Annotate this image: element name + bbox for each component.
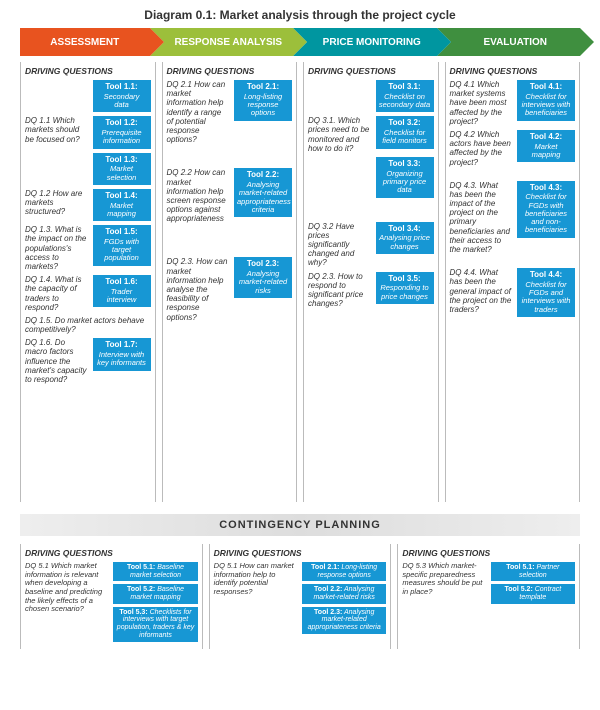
dq-text: DQ 3.1. Which prices need to be monitore… xyxy=(308,116,372,153)
tool-box: Tool 2.2:Analysing market-related approp… xyxy=(234,168,292,217)
diagram-title: Diagram 0.1: Market analysis through the… xyxy=(0,0,600,28)
dq-text: DQ 2.1 How can market information help i… xyxy=(167,80,231,144)
dq-text: DQ 1.4. What is the capacity of traders … xyxy=(25,275,89,312)
tool-box: Tool 1.5:FGDs with target population xyxy=(93,225,151,266)
dq-text: DQ 2.3. How can market information help … xyxy=(167,257,231,321)
tool-box: Tool 2.1:Long-listing response options xyxy=(234,80,292,121)
dq-text: DQ 1.5. Do market actors behave competit… xyxy=(25,316,151,334)
tool-box: Tool 5.2: Contract template xyxy=(491,584,575,603)
dq-header: DRIVING QUESTIONS xyxy=(167,66,293,76)
dq-header: DRIVING QUESTIONS xyxy=(308,66,434,76)
dq-header: DRIVING QUESTIONS xyxy=(214,548,387,558)
tool-box: Tool 3.3:Organizing primary price data xyxy=(376,157,434,198)
tool-box: Tool 1.3:Market selection xyxy=(93,153,151,185)
phase-evaluation: EVALUATION xyxy=(437,28,581,56)
tool-box: Tool 3.5:Responding to price changes xyxy=(376,272,434,304)
dq-text: DQ 1.3. What is the impact on the popula… xyxy=(25,225,89,271)
phase-response: RESPONSE ANALYSIS xyxy=(150,28,294,56)
tool-box: Tool 1.6:Trader interview xyxy=(93,275,151,307)
dq-text: DQ 4.3. What has been the impact of the … xyxy=(450,181,514,255)
tool-box: Tool 1.4:Market mapping xyxy=(93,189,151,221)
dq-text: DQ 1.1 Which markets should be focused o… xyxy=(25,116,89,144)
dq-text: DQ 2.3. How to respond to significant pr… xyxy=(308,272,372,309)
dq-text: DQ 3.2 Have prices significantly changed… xyxy=(308,222,372,268)
tool-box: Tool 2.3:Analysing market-related risks xyxy=(234,257,292,298)
tool-box: Tool 2.3: Analysing market-related appro… xyxy=(302,607,386,634)
tool-box: Tool 4.2:Market mapping xyxy=(517,130,575,162)
phase-arrows: ASSESSMENT RESPONSE ANALYSIS PRICE MONIT… xyxy=(0,28,600,56)
tool-box: Tool 2.2: Analysing market-related risks xyxy=(302,584,386,603)
dq-text: DQ 5.1 How can market information help t… xyxy=(214,562,298,597)
phase-price: PRICE MONITORING xyxy=(293,28,437,56)
tool-box: Tool 3.1:Checklist on secondary data xyxy=(376,80,434,112)
tool-box: Tool 2.1: Long-listing response options xyxy=(302,562,386,581)
tool-box: Tool 5.1: Partner selection xyxy=(491,562,575,581)
phase-assessment: ASSESSMENT xyxy=(20,28,150,56)
dq-text: DQ 1.2 How are markets structured? xyxy=(25,189,89,217)
tool-box: Tool 3.4:Analysing price changes xyxy=(376,222,434,254)
tool-box: Tool 1.7:Interview with key informants xyxy=(93,338,151,370)
tool-box: Tool 5.2: Baseline market mapping xyxy=(113,584,197,603)
dq-text: DQ 4.2 Which actors have been affected b… xyxy=(450,130,514,167)
dq-header: DRIVING QUESTIONS xyxy=(402,548,575,558)
col-price: DRIVING QUESTIONS Tool 3.1:Checklist on … xyxy=(303,62,439,502)
tool-box: Tool 3.2:Checklist for field monitors xyxy=(376,116,434,148)
dq-text: DQ 1.6. Do macro factors influence the m… xyxy=(25,338,89,384)
tool-box: Tool 4.3:Checklist for FGDs with benefic… xyxy=(517,181,575,238)
tool-box: Tool 5.1: Baseline market selection xyxy=(113,562,197,581)
dq-header: DRIVING QUESTIONS xyxy=(25,548,198,558)
dq-text: DQ 4.1 Which market systems have been mo… xyxy=(450,80,514,126)
cp-col-2: DRIVING QUESTIONS DQ 5.1 How can market … xyxy=(209,544,392,649)
contingency-columns: DRIVING QUESTIONS DQ 5.1 Which market in… xyxy=(0,540,600,659)
col-response: DRIVING QUESTIONS DQ 2.1 How can market … xyxy=(162,62,298,502)
dq-text: DQ 5.3 Which market-specific preparednes… xyxy=(402,562,486,597)
main-columns: DRIVING QUESTIONS Tool 1.1:Secondary dat… xyxy=(0,56,600,510)
dq-header: DRIVING QUESTIONS xyxy=(25,66,151,76)
cp-col-1: DRIVING QUESTIONS DQ 5.1 Which market in… xyxy=(20,544,203,649)
tool-box: Tool 1.1:Secondary data xyxy=(93,80,151,112)
dq-text: DQ 5.1 Which market information is relev… xyxy=(25,562,109,614)
dq-header: DRIVING QUESTIONS xyxy=(450,66,576,76)
cp-col-3: DRIVING QUESTIONS DQ 5.3 Which market-sp… xyxy=(397,544,580,649)
tool-box: Tool 4.1:Checklist for interviews with b… xyxy=(517,80,575,121)
dq-text: DQ 2.2 How can market information help s… xyxy=(167,168,231,223)
tool-box: Tool 4.4:Checklist for FGDs and intervie… xyxy=(517,268,575,317)
tool-box: Tool 1.2:Prerequisite information xyxy=(93,116,151,148)
col-evaluation: DRIVING QUESTIONS DQ 4.1 Which market sy… xyxy=(445,62,581,502)
dq-text: DQ 4.4. What has been the general impact… xyxy=(450,268,514,314)
col-assessment: DRIVING QUESTIONS Tool 1.1:Secondary dat… xyxy=(20,62,156,502)
contingency-title: CONTINGENCY PLANNING xyxy=(20,514,580,536)
tool-box: Tool 5.3: Checklists for interviews with… xyxy=(113,607,197,642)
